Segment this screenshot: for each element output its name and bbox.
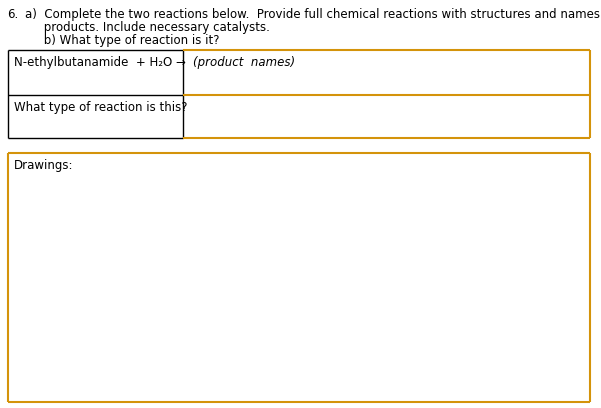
Text: What type of reaction is this?: What type of reaction is this? bbox=[14, 101, 188, 114]
Text: 6.: 6. bbox=[7, 8, 18, 21]
Text: Drawings:: Drawings: bbox=[14, 159, 73, 172]
Text: products. Include necessary catalysts.: products. Include necessary catalysts. bbox=[25, 21, 270, 34]
Text: (product  names): (product names) bbox=[193, 56, 295, 69]
Text: N-ethylbutanamide  + H₂O →: N-ethylbutanamide + H₂O → bbox=[14, 56, 186, 69]
Text: b) What type of reaction is it?: b) What type of reaction is it? bbox=[25, 34, 219, 47]
Text: a)  Complete the two reactions below.  Provide full chemical reactions with stru: a) Complete the two reactions below. Pro… bbox=[25, 8, 601, 21]
